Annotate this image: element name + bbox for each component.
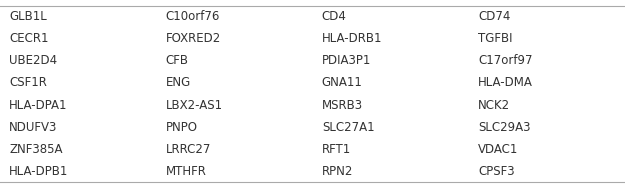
Text: HLA-DMA: HLA-DMA xyxy=(478,77,533,89)
Text: MSRB3: MSRB3 xyxy=(322,99,363,111)
Text: VDAC1: VDAC1 xyxy=(478,143,519,156)
Text: NDUFV3: NDUFV3 xyxy=(9,121,58,134)
Text: HLA-DPA1: HLA-DPA1 xyxy=(9,99,68,111)
Text: MTHFR: MTHFR xyxy=(166,165,206,178)
Text: CSF1R: CSF1R xyxy=(9,77,48,89)
Text: HLA-DRB1: HLA-DRB1 xyxy=(322,32,382,45)
Text: RFT1: RFT1 xyxy=(322,143,351,156)
Text: LRRC27: LRRC27 xyxy=(166,143,211,156)
Text: PDIA3P1: PDIA3P1 xyxy=(322,54,371,67)
Text: CPSF3: CPSF3 xyxy=(478,165,515,178)
Text: C10orf76: C10orf76 xyxy=(166,10,220,23)
Text: ZNF385A: ZNF385A xyxy=(9,143,63,156)
Text: CFB: CFB xyxy=(166,54,189,67)
Text: C17orf97: C17orf97 xyxy=(478,54,532,67)
Text: GLB1L: GLB1L xyxy=(9,10,47,23)
Text: FOXRED2: FOXRED2 xyxy=(166,32,221,45)
Text: LBX2-AS1: LBX2-AS1 xyxy=(166,99,222,111)
Text: GNA11: GNA11 xyxy=(322,77,362,89)
Text: CECR1: CECR1 xyxy=(9,32,49,45)
Text: HLA-DPB1: HLA-DPB1 xyxy=(9,165,69,178)
Text: PNPO: PNPO xyxy=(166,121,198,134)
Text: RPN2: RPN2 xyxy=(322,165,353,178)
Text: NCK2: NCK2 xyxy=(478,99,510,111)
Text: CD4: CD4 xyxy=(322,10,347,23)
Text: CD74: CD74 xyxy=(478,10,511,23)
Text: SLC29A3: SLC29A3 xyxy=(478,121,531,134)
Text: TGFBI: TGFBI xyxy=(478,32,512,45)
Text: ENG: ENG xyxy=(166,77,191,89)
Text: UBE2D4: UBE2D4 xyxy=(9,54,58,67)
Text: SLC27A1: SLC27A1 xyxy=(322,121,374,134)
